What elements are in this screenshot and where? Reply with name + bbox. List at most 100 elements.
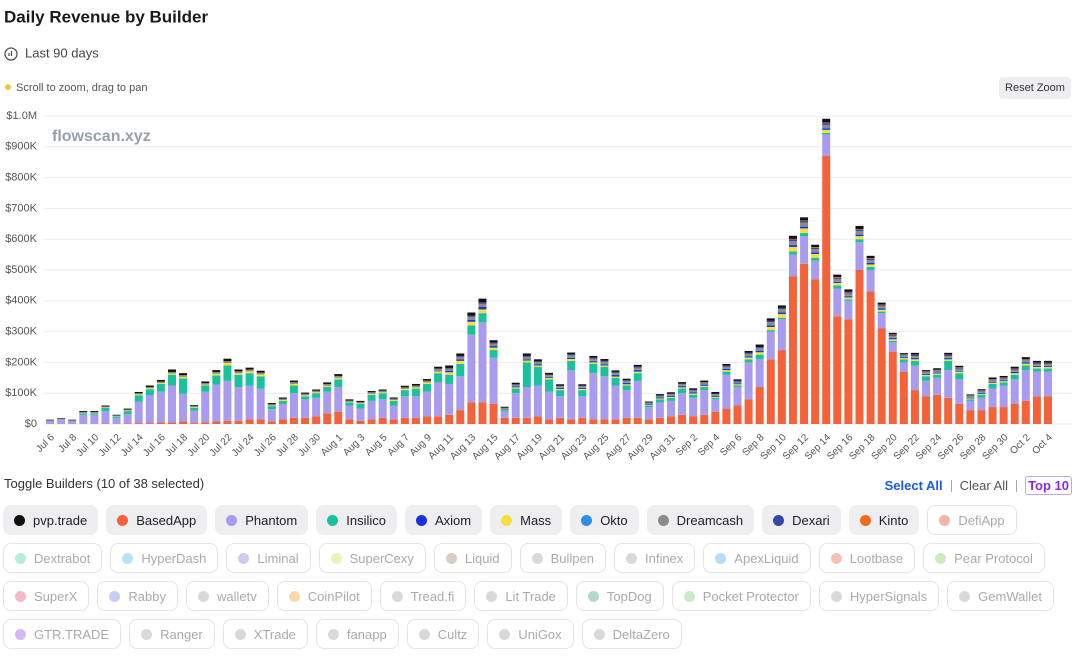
bar-segment <box>212 375 221 385</box>
builder-chip[interactable]: fanapp <box>315 619 399 649</box>
builder-chip[interactable]: DeltaZero <box>581 619 682 649</box>
builder-chip[interactable]: Liminal <box>226 543 311 573</box>
bar-segment <box>844 293 853 296</box>
bar-segment <box>666 416 675 424</box>
bar-segment <box>999 378 1008 380</box>
chip-label: Lit Trade <box>505 588 556 604</box>
builder-chip[interactable]: XTrade <box>222 619 308 649</box>
bar-segment <box>800 228 809 234</box>
bar-segment <box>977 394 986 398</box>
bar-segment <box>289 382 298 384</box>
builder-chip[interactable]: Mass <box>490 505 563 535</box>
bar-segment <box>877 313 886 329</box>
chip-label: BasedApp <box>136 512 197 528</box>
bar-segment <box>899 354 908 356</box>
bar-segment <box>434 371 443 374</box>
builder-chip[interactable]: ApexLiquid <box>703 543 811 573</box>
builder-chip[interactable]: Tread.fi <box>379 581 467 611</box>
y-tick-label: $1.0M <box>6 110 37 122</box>
builder-chip[interactable]: CoinPilot <box>276 581 372 611</box>
builder-chip[interactable]: Dreamcash <box>646 505 755 535</box>
bar-segment <box>711 397 720 400</box>
builder-chip[interactable]: Axiom <box>405 505 483 535</box>
y-tick-label: $500K <box>5 264 37 276</box>
builder-chip[interactable]: SuperX <box>3 581 90 611</box>
builder-chip[interactable]: Okto <box>570 505 639 535</box>
bar-segment <box>888 335 897 338</box>
bar-segment <box>46 419 54 421</box>
bar-segment <box>57 419 66 424</box>
bar-segment <box>567 370 576 420</box>
builder-chip[interactable]: Lootbase <box>818 543 916 573</box>
builder-chip[interactable]: Pear Protocol <box>923 543 1045 573</box>
bar-segment <box>500 408 509 410</box>
builder-chip[interactable]: BasedApp <box>106 505 208 535</box>
clear-all[interactable]: Clear All <box>959 478 1009 493</box>
builder-chip[interactable]: Pocket Protector <box>671 581 811 611</box>
builder-chip[interactable]: pvp.trade <box>3 505 99 535</box>
builder-chip[interactable]: HyperDash <box>110 543 219 573</box>
reset-zoom-label[interactable]: Reset Zoom <box>1005 82 1065 94</box>
bar-segment <box>312 392 321 394</box>
bar-segment <box>367 393 376 395</box>
bar-segment <box>977 393 986 395</box>
bar-segment <box>589 362 598 364</box>
builder-chip[interactable]: Dexari <box>762 505 841 535</box>
builder-chip[interactable]: Infinex <box>613 543 696 573</box>
bar-segment <box>1010 368 1019 370</box>
bar-segment <box>345 419 354 424</box>
x-tick-label: Sep 30 <box>980 432 1010 462</box>
bar-segment <box>511 417 520 424</box>
bar-segment <box>90 414 99 424</box>
bar-segment <box>378 389 387 391</box>
builder-chip[interactable]: Insilico <box>316 505 397 535</box>
builder-chip[interactable]: Phantom <box>215 505 309 535</box>
bar-segment <box>522 362 531 388</box>
bar-segment <box>156 383 165 384</box>
bar-segment <box>899 355 908 357</box>
x-tick-label: Jul 14 <box>119 432 146 459</box>
builder-chip[interactable]: UniGox <box>487 619 574 649</box>
bar-segment <box>633 366 642 368</box>
bar-segment <box>156 383 165 392</box>
bar-segment <box>910 360 919 366</box>
builder-chip[interactable]: DefiApp <box>927 505 1017 535</box>
chip-dot <box>15 590 26 602</box>
bar-segment <box>1010 371 1019 374</box>
bar-segment <box>356 402 365 404</box>
builder-chip[interactable]: Rabby <box>97 581 178 611</box>
bar-segment <box>533 362 542 365</box>
builder-chip[interactable]: Kinto <box>848 505 920 535</box>
builder-chip[interactable]: Cultz <box>406 619 480 649</box>
builder-chip[interactable]: Liquid <box>433 543 512 573</box>
top-10[interactable]: Top 10 <box>1025 476 1072 495</box>
bar-segment <box>700 390 709 415</box>
bar-segment <box>888 340 897 343</box>
bar-segment <box>711 411 720 424</box>
builder-chip[interactable]: SuperCexy <box>318 543 426 573</box>
bar-segment <box>90 411 99 412</box>
builder-chip[interactable]: Bullpen <box>519 543 606 573</box>
reset-zoom-button[interactable] <box>999 77 1071 99</box>
bar-segment <box>822 129 831 133</box>
bar-segment <box>134 401 143 424</box>
bar-segment <box>822 134 831 157</box>
bar-segment <box>134 393 143 395</box>
bar-segment <box>689 390 698 392</box>
builder-chip[interactable]: walletv <box>185 581 269 611</box>
bar-segment <box>245 371 254 374</box>
builder-chip[interactable]: TopDog <box>575 581 664 611</box>
builder-chip[interactable]: HyperSignals <box>818 581 940 611</box>
bar-segment <box>389 405 398 420</box>
builder-chip[interactable]: GTR.TRADE <box>3 619 122 649</box>
builder-chip[interactable]: Ranger <box>129 619 215 649</box>
bar-segment <box>944 370 953 398</box>
bar-segment <box>201 384 210 386</box>
bar-segment <box>633 380 642 418</box>
builder-chip[interactable]: Dextrabot <box>3 543 103 573</box>
bar-segment <box>345 402 354 406</box>
bar-segment <box>611 385 620 420</box>
builder-chip[interactable]: GemWallet <box>947 581 1054 611</box>
builder-chip[interactable]: Lit Trade <box>474 581 568 611</box>
select-all[interactable]: Select All <box>884 478 943 493</box>
